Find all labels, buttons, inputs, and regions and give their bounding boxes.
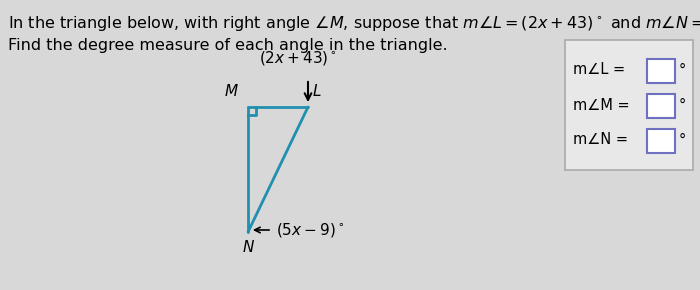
Text: °: ° xyxy=(679,133,686,148)
Text: m∠N =: m∠N = xyxy=(573,133,628,148)
Text: $(5x - 9)^\circ$: $(5x - 9)^\circ$ xyxy=(276,221,344,239)
Text: Find the degree measure of each angle in the triangle.: Find the degree measure of each angle in… xyxy=(8,38,447,53)
Text: N: N xyxy=(242,240,253,255)
Text: M: M xyxy=(225,84,238,99)
Text: m∠L =: m∠L = xyxy=(573,63,625,77)
Bar xyxy=(647,94,675,118)
Text: m∠M =: m∠M = xyxy=(573,97,629,113)
Bar xyxy=(565,40,693,170)
Text: In the triangle below, with right angle $\angle M$, suppose that $m\angle L=(2x+: In the triangle below, with right angle … xyxy=(8,14,700,33)
Bar xyxy=(647,129,675,153)
Text: °: ° xyxy=(679,97,686,113)
Text: L: L xyxy=(313,84,321,99)
Text: $(2x + 43)^\circ$: $(2x + 43)^\circ$ xyxy=(259,49,337,67)
Bar xyxy=(647,59,675,83)
Text: °: ° xyxy=(679,63,686,77)
